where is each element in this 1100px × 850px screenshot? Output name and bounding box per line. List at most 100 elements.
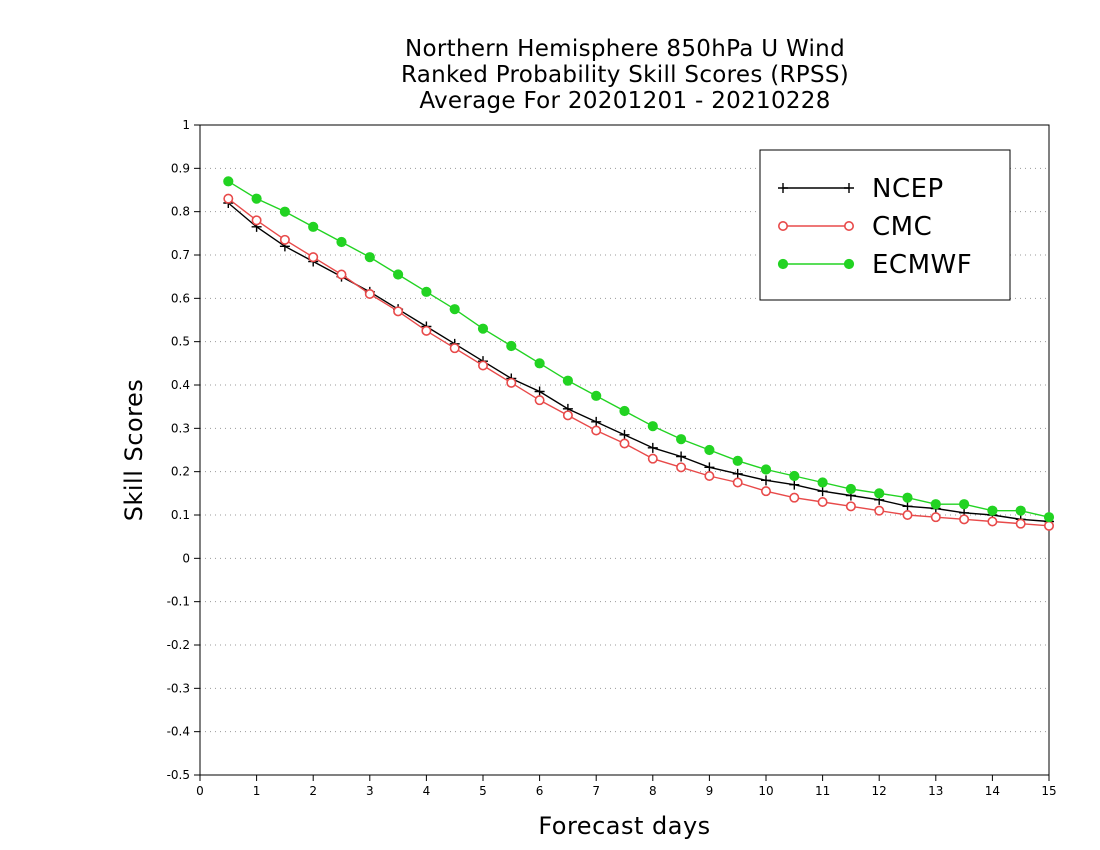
data-point-ecmwf [421,286,432,297]
data-point-cmc [223,193,234,204]
data-point-ncep [534,386,545,397]
data-point-cmc [562,410,573,421]
x-tick-label: 15 [1041,784,1056,798]
data-point-ecmwf [845,483,857,495]
data-point-ecmwf [393,269,404,280]
y-tick-label: 0.9 [171,161,190,175]
data-point-ecmwf [676,434,687,445]
legend: NCEP CMC ECMWF [759,149,1011,301]
data-point-ncep [619,429,630,440]
data-point-ecmwf [732,455,743,466]
x-tick-label: 11 [815,784,830,798]
data-point-ecmwf [619,405,630,417]
y-tick-label: -0.3 [167,681,190,695]
axes: 1 0.9 0.8 0.7 0.6 0.5 0.4 0.3 0.2 0.1 0 -0.1 -0.2 -0.… [167,118,1057,798]
legend-marker-ncep [778,183,788,193]
x-tick-label: 13 [928,784,943,798]
data-point-ncep [732,468,743,479]
data-point-ecmwf [308,221,319,232]
data-point-cmc [930,512,941,523]
data-point-ecmwf [477,323,489,334]
data-point-ecmwf [562,375,574,386]
data-point-ncep [647,442,658,453]
data-point-ecmwf [817,477,828,488]
data-point-ecmwf [534,358,545,369]
data-point-ecmwf [874,488,885,499]
data-point-cmc [676,462,687,473]
legend-marker-ncep [844,183,854,193]
data-point-ncep [761,475,771,486]
x-tick-label: 4 [423,784,431,798]
data-point-cmc [421,325,432,336]
data-point-cmc [279,234,290,245]
x-tick-label: 14 [985,784,1000,798]
y-tick-label: -0.4 [167,725,190,739]
data-point-ncep [591,416,602,427]
x-tick-label: 5 [479,784,487,798]
data-point-ecmwf [336,236,347,248]
plot-area-frame [199,124,1050,776]
data-point-cmc [619,438,630,449]
series-ncep [223,198,1054,527]
y-axis-title: Skill Scores [120,379,148,522]
data-point-cmc [704,470,715,481]
data-point-ecmwf [364,252,375,263]
data-point-cmc [817,496,828,507]
legend-box [759,149,1011,301]
data-point-ecmwf [1015,505,1026,516]
chart-title-line-3: Average For 20201201 - 20210228 [419,88,831,114]
y-tick-label: 0.3 [171,421,190,435]
data-point-cmc [336,269,347,280]
data-point-ecmwf [251,193,262,204]
x-tick-label: 8 [649,784,657,798]
data-point-ecmwf [449,304,460,315]
y-tick-label: -0.5 [167,768,190,782]
data-point-cmc [959,514,970,525]
data-point-cmc [251,215,262,226]
chart-title-line-2: Ranked Probability Skill Scores (RPSS) [400,62,850,88]
data-point-ecmwf [223,176,234,187]
data-point-ncep [789,479,800,490]
data-point-ncep [704,462,715,473]
legend-label-cmc: CMC [872,212,932,242]
legend-marker-ecmwf [843,258,855,270]
legend-marker-cmc [843,221,854,232]
legend-marker-ecmwf [777,258,789,270]
data-point-cmc [308,252,319,263]
data-point-ecmwf [704,444,715,456]
data-point-ecmwf [279,206,290,217]
x-tick-label: 2 [309,784,317,798]
data-point-cmc [591,425,602,436]
data-point-ncep [676,451,687,462]
legend-label-ncep: NCEP [872,174,944,204]
x-tick-label: 10 [758,784,773,798]
data-point-cmc [647,453,658,464]
data-point-cmc [364,288,375,299]
y-tick-label: 0.1 [171,508,190,522]
data-point-ecmwf [591,390,602,401]
legend-marker-cmc [777,221,788,232]
data-point-cmc [902,509,913,520]
data-point-cmc [987,516,998,527]
y-tick-label: 1 [182,118,190,132]
data-point-cmc [506,377,517,388]
series-ecmwf [223,176,1055,523]
data-point-cmc [760,486,771,497]
data-point-cmc [534,395,545,406]
y-tick-label: -0.2 [167,638,190,652]
y-tick-label: 0.4 [171,378,190,392]
data-point-cmc [449,343,460,354]
x-tick-label: 1 [253,784,261,798]
data-point-ecmwf [902,492,913,503]
y-tick-label: 0.2 [171,465,190,479]
y-tick-label: 0 [182,551,190,565]
data-point-ecmwf [506,340,517,352]
chart-title-line-1: Northern Hemisphere 850hPa U Wind [405,36,845,62]
y-tick-label: 0.8 [171,205,190,219]
data-point-cmc [789,492,800,503]
y-tick-label: 0.6 [171,291,190,305]
data-point-ncep [902,501,913,512]
data-point-ecmwf [930,499,941,510]
data-point-ecmwf [959,499,970,510]
